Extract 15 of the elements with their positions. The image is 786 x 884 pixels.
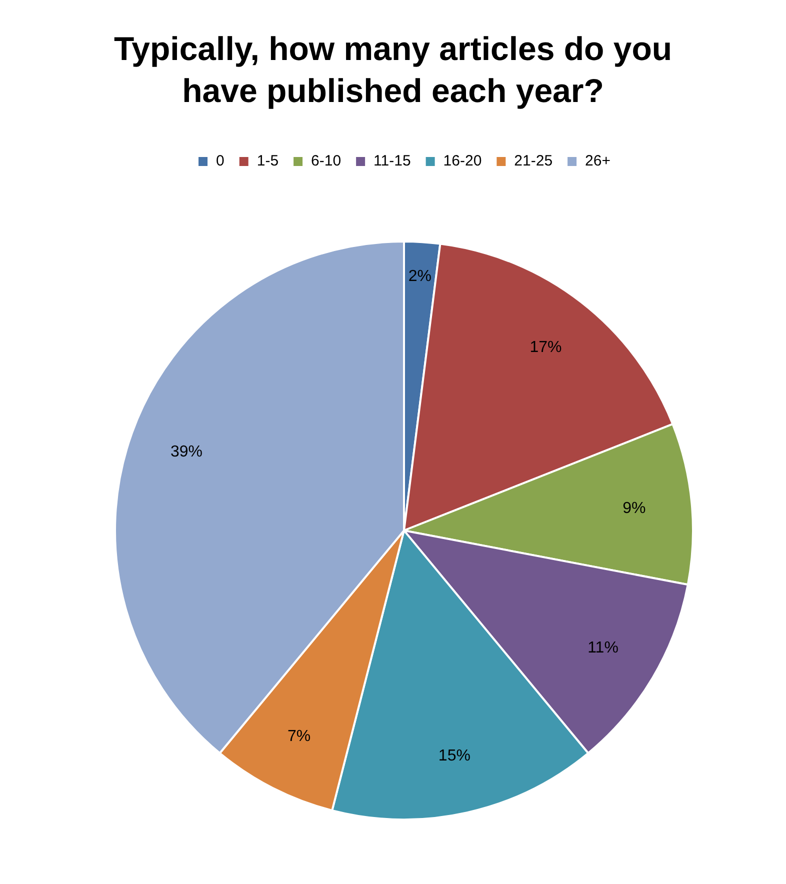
legend-label: 16-20: [443, 152, 482, 170]
legend-label: 0: [216, 152, 224, 170]
data-label: 2%: [408, 268, 432, 286]
data-label: 11%: [588, 640, 618, 657]
legend-label: 6-10: [311, 152, 342, 170]
legend-label: 26+: [585, 152, 611, 170]
legend-label: 21-25: [514, 152, 553, 170]
data-label: 7%: [287, 728, 311, 745]
chart-title: Typically, how many articles do you have published each year?: [112, 29, 674, 111]
legend-label: 11-15: [374, 152, 411, 170]
data-label: 17%: [530, 339, 562, 356]
data-label: 15%: [438, 748, 470, 765]
data-label: 39%: [170, 444, 202, 461]
legend-label: 1-5: [256, 152, 279, 170]
data-label: 9%: [622, 500, 646, 518]
